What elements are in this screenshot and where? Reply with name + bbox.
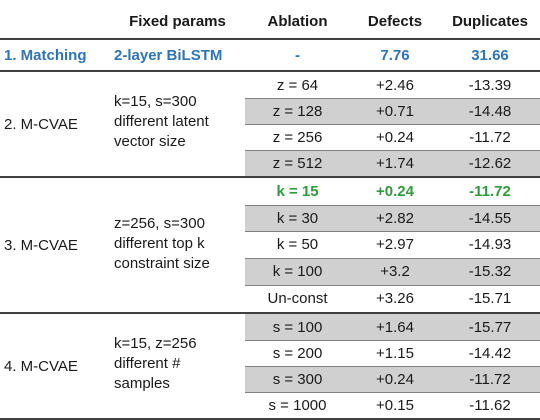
group-2-fixed: k=15, s=300 different latent vector size [110, 92, 245, 152]
group-3-fixed: z=256, s=300 different top k constraint … [110, 214, 245, 274]
group-2-row-3-ablation: z = 256 [272, 128, 323, 146]
group-3-row-3-duplicates: -14.93 [468, 236, 512, 253]
group-4-row-3-duplicates: -11.72 [440, 366, 540, 392]
group-2-fixed-line-1: k=15, s=300 [114, 93, 197, 110]
matching-ablation: - [295, 46, 300, 64]
group-3-row-5-duplicates: -15.71 [468, 290, 512, 307]
group-3-fixed-line-1: z=256, s=300 [114, 215, 205, 232]
row-separator [245, 366, 540, 367]
group-4-row-1-defects: +1.64 [350, 314, 440, 340]
group-3-row-1-defects: +0.24 [376, 183, 414, 200]
row-separator [245, 285, 540, 286]
group-3-divider [0, 312, 540, 314]
group-2-divider [0, 176, 540, 178]
group-2-row-2-defects: +0.71 [350, 98, 440, 124]
bottom-divider [0, 418, 540, 420]
group-3-name: 3. M-CVAE [4, 236, 78, 254]
group-3-row-3-ablation: k = 50 [276, 236, 319, 253]
group-2-row-1-ablation: z = 64 [276, 76, 319, 94]
group-2-row-2-duplicates: -14.48 [440, 98, 540, 124]
matching-defects: 7.76 [380, 46, 410, 64]
header-duplicates: Duplicates [452, 12, 528, 30]
group-2-fixed-line-2: different latent [114, 113, 209, 130]
matching-duplicates: 31.66 [471, 46, 509, 64]
group-3-row-5-ablation: Un-const [267, 290, 328, 307]
group-3-row-2-ablation: k = 30 [245, 205, 350, 231]
matching-name: 1. Matching [4, 46, 87, 64]
group-4-row-4-duplicates: -11.62 [469, 396, 511, 414]
group-3-row-5-defects: +3.26 [376, 290, 414, 307]
row-separator [245, 124, 540, 125]
group-2-row-1-duplicates: -13.39 [468, 76, 512, 94]
row-separator [245, 98, 540, 99]
group-3-row-2-defects: +2.82 [350, 205, 440, 231]
group-4-row-2-ablation: s = 200 [272, 344, 323, 362]
group-4-row-4-defects: +0.15 [376, 396, 414, 414]
group-4-row-3-ablation: s = 300 [245, 366, 350, 392]
row-separator [245, 340, 540, 341]
group-3-row-1-duplicates: -11.72 [469, 183, 511, 200]
group-3-row-2-duplicates: -14.55 [440, 205, 540, 231]
group-2-row-2-ablation: z = 128 [245, 98, 350, 124]
group-3-row-4-duplicates: -15.32 [440, 258, 540, 285]
group-4-row-2-defects: +1.15 [376, 344, 414, 362]
group-4-row-1-ablation: s = 100 [245, 314, 350, 340]
group-4-fixed: k=15, z=256 different # samples [110, 334, 245, 394]
header-divider [0, 38, 540, 40]
header-ablation: Ablation [267, 12, 328, 30]
group-2-row-1-defects: +2.46 [376, 76, 414, 94]
group-3-fixed-line-2: different top k [114, 235, 205, 252]
group-3-row-3-defects: +2.97 [376, 236, 414, 253]
group-4-name: 4. M-CVAE [4, 357, 78, 375]
group-3-row-4-defects: +3.2 [350, 258, 440, 285]
group-3-row-4-ablation: k = 100 [245, 258, 350, 285]
matching-fixed: 2-layer BiLSTM [114, 46, 223, 64]
header-defects: Defects [367, 12, 423, 30]
matching-divider [0, 70, 540, 72]
group-4-row-4-ablation: s = 1000 [268, 396, 327, 414]
header-fixed-params: Fixed params [129, 12, 226, 30]
group-4-row-2-duplicates: -14.42 [468, 344, 512, 362]
row-separator [245, 231, 540, 232]
group-4-row-1-duplicates: -15.77 [440, 314, 540, 340]
group-3-row-1-ablation: k = 15 [276, 183, 319, 200]
row-separator [245, 392, 540, 393]
row-separator [245, 205, 540, 206]
row-separator [245, 258, 540, 259]
group-4-fixed-line-3: samples [114, 375, 170, 392]
group-3-fixed-line-3: constraint size [114, 255, 210, 272]
group-2-row-4-defects: +1.74 [350, 150, 440, 176]
row-separator [245, 150, 540, 151]
group-2-row-3-defects: +0.24 [376, 128, 414, 146]
group-2-fixed-line-3: vector size [114, 133, 186, 150]
group-2-row-3-duplicates: -11.72 [469, 128, 511, 146]
group-4-fixed-line-1: k=15, z=256 [114, 335, 197, 352]
group-4-fixed-line-2: different # [114, 355, 181, 372]
group-4-row-3-defects: +0.24 [350, 366, 440, 392]
group-2-row-4-ablation: z = 512 [245, 150, 350, 176]
group-2-name: 2. M-CVAE [4, 115, 78, 133]
group-2-row-4-duplicates: -12.62 [440, 150, 540, 176]
